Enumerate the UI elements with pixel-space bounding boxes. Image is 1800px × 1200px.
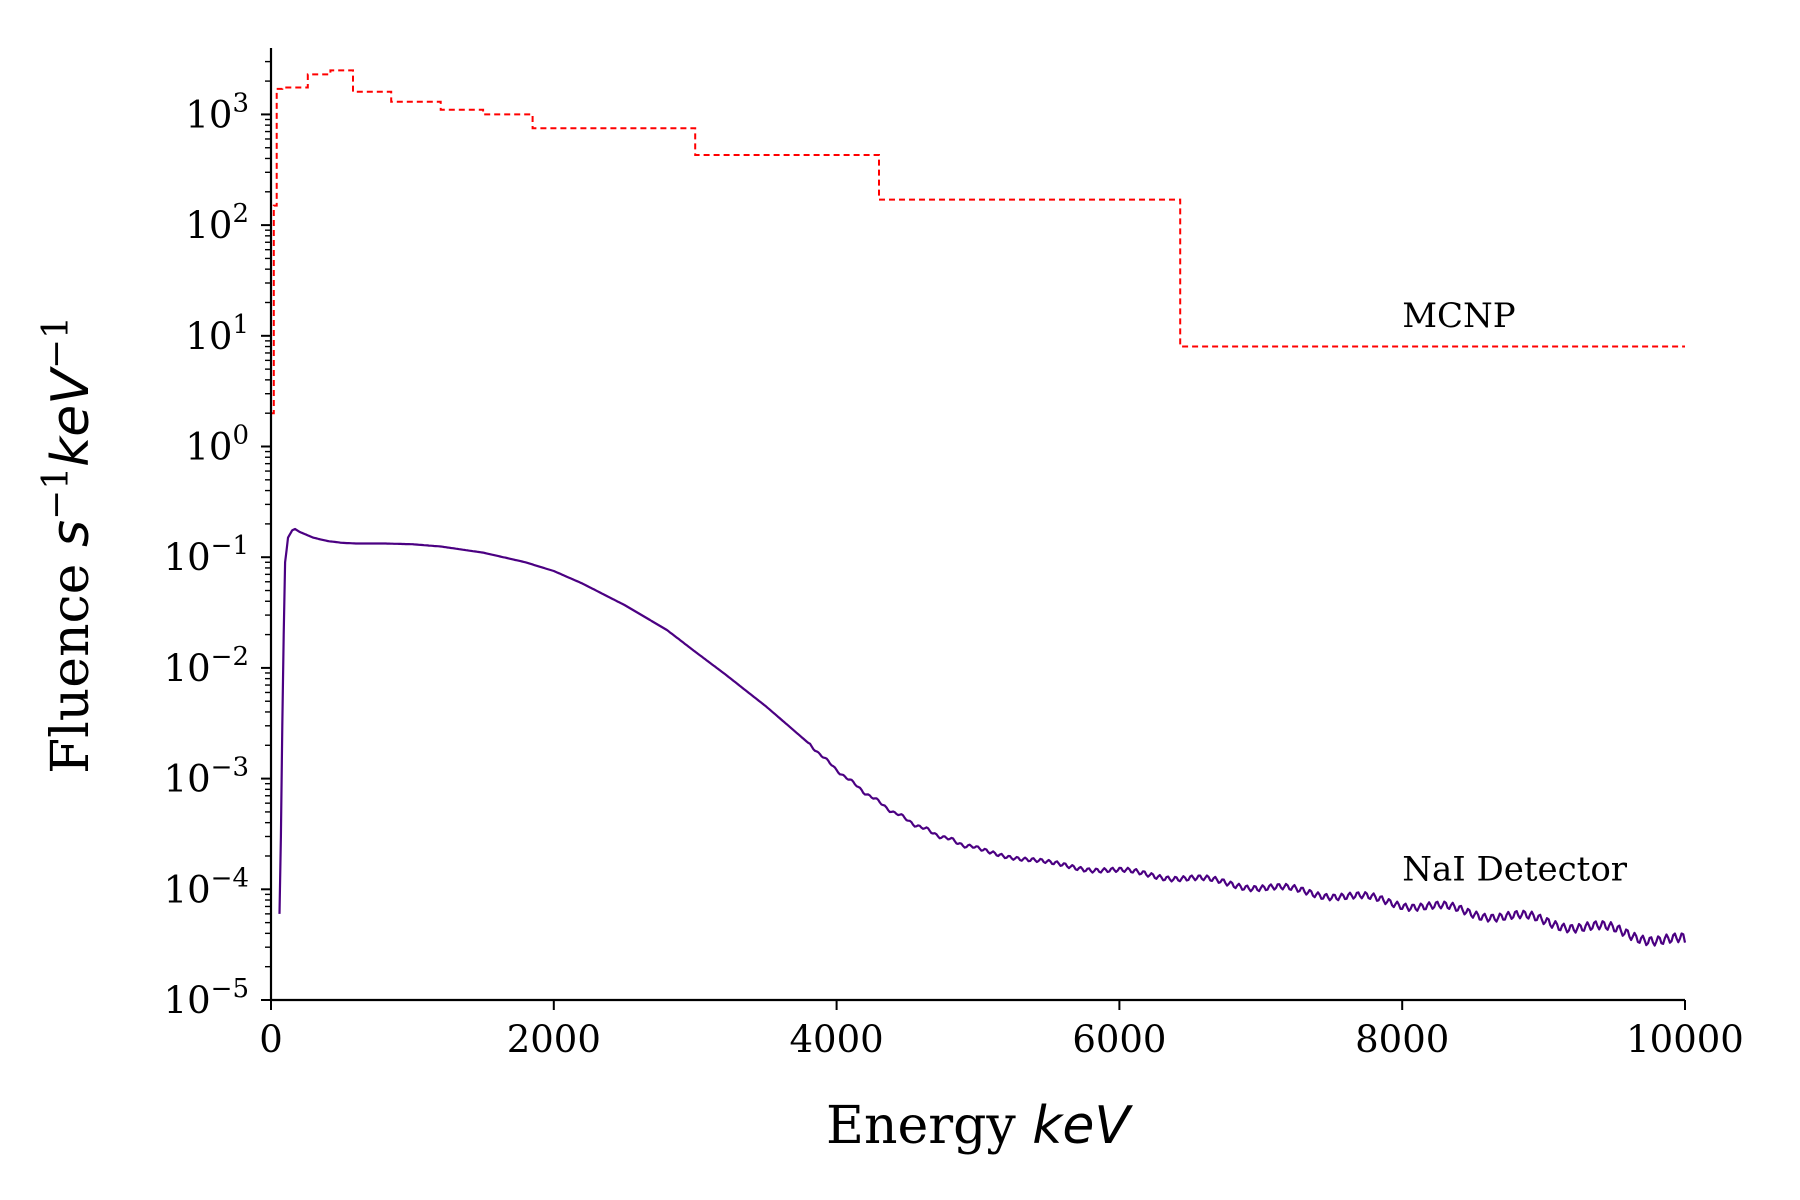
x-axis-title-unit: keV xyxy=(1032,1096,1133,1156)
x-tick-label-0: 0 xyxy=(259,1018,283,1061)
series-label-nai: NaI Detector xyxy=(1402,850,1628,890)
y-tick-label-2: 101 xyxy=(185,310,249,358)
y-axis-title-unit-kev-exp: −1 xyxy=(36,316,77,369)
y-tick-label-8: 10−5 xyxy=(164,974,249,1022)
x-tick-label-4: 8000 xyxy=(1355,1018,1449,1061)
y-axis-title-unit-kev: keV xyxy=(41,366,101,467)
y-tick-label-5: 10−2 xyxy=(164,642,249,690)
x-axis-title: Energy keV xyxy=(826,1096,1133,1156)
series-layer xyxy=(271,69,1687,947)
nai-series-line xyxy=(278,527,1687,947)
y-tick-label-7: 10−4 xyxy=(164,863,249,911)
series-label-mcnp: MCNP xyxy=(1402,296,1515,336)
y-axis-title-unit-s-exp: −1 xyxy=(36,467,77,520)
x-axis-title-text: Energy xyxy=(826,1096,1032,1156)
ticks-layer: 0 2000 4000 6000 8000 10000 103 102 101 100 10−1 10… xyxy=(164,60,1744,1061)
y-tick-label-0: 103 xyxy=(185,88,249,136)
y-axis-title-unit-s: s xyxy=(41,520,101,547)
y-tick-label-1: 102 xyxy=(185,199,249,247)
x-tick-label-1: 2000 xyxy=(507,1018,601,1061)
y-tick-label-3: 100 xyxy=(185,421,249,469)
x-tick-label-3: 6000 xyxy=(1072,1018,1166,1061)
x-tick-label-2: 4000 xyxy=(790,1018,884,1061)
y-tick-label-6: 10−3 xyxy=(164,753,249,801)
x-tick-label-5: 10000 xyxy=(1626,1018,1744,1061)
y-axis-title-text: Fluence xyxy=(41,547,101,774)
y-tick-label-4: 10−1 xyxy=(164,531,249,579)
mcnp-series-line xyxy=(271,69,1685,415)
y-axis-title: Fluence s−1keV−1 xyxy=(36,316,101,774)
